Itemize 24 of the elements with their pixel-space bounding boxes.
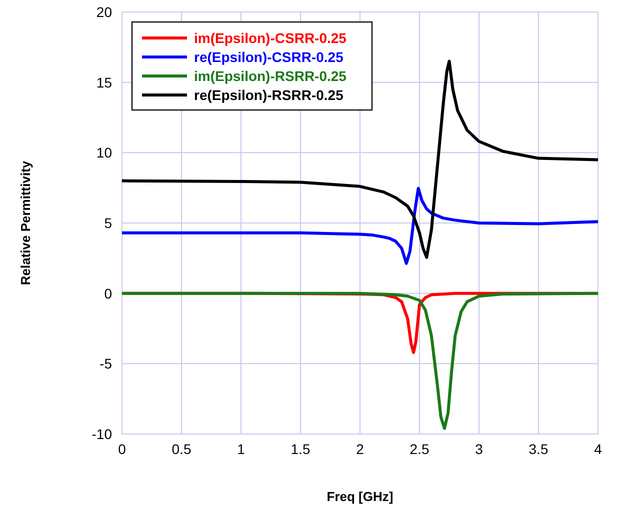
legend-label: re(Epsilon)-RSRR-0.25 — [194, 87, 344, 103]
line-series — [120, 186, 600, 265]
y-tick-label: 15 — [96, 74, 112, 90]
x-tick-label: 3 — [475, 441, 484, 457]
y-tick-label: 10 — [96, 144, 112, 161]
y-tick-label: 0 — [104, 285, 112, 302]
x-tick-label: 3.5 — [528, 441, 548, 457]
y-tick-label: -10 — [92, 426, 112, 442]
x-tick-label: 0.5 — [172, 441, 192, 457]
x-tick-label: 2 — [356, 441, 364, 457]
x-axis-title: Freq [GHz] — [326, 489, 394, 504]
legend-label: re(Epsilon)-CSRR-0.25 — [194, 49, 344, 65]
x-tick-label: 2.5 — [410, 441, 430, 457]
y-tick-label: -5 — [100, 356, 112, 372]
legend-label: im(Epsilon)-RSRR-0.25 — [194, 68, 347, 84]
y-tick-label: 5 — [104, 215, 112, 231]
x-tick-label: 1.5 — [290, 441, 310, 457]
y-tick-label: 20 — [96, 4, 112, 20]
x-tick-label: 1 — [237, 441, 246, 457]
x-tick-label: 0 — [118, 441, 126, 457]
y-axis-title: Relative Permittivity — [18, 160, 33, 286]
legend-label: im(Epsilon)-CSRR-0.25 — [194, 30, 347, 46]
line-series — [120, 292, 600, 430]
x-tick-label: 4 — [594, 441, 602, 457]
